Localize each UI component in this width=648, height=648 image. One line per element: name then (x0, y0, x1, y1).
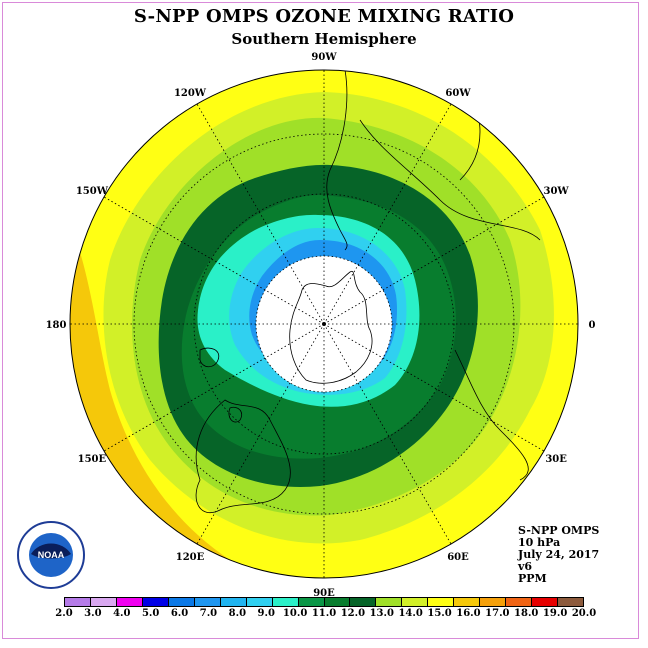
colorbar-swatch (428, 598, 455, 606)
colorbar-swatch (142, 598, 169, 606)
colorbar-tick-label: 4.0 (113, 608, 131, 619)
colorbar-swatch (116, 598, 143, 606)
map-title: S-NPP OMPS OZONE MIXING RATIO (133, 6, 515, 27)
colorbar-tick-label: 17.0 (485, 608, 510, 619)
colorbar-tick-label: 8.0 (228, 608, 247, 619)
colorbar-swatch (168, 598, 195, 606)
longitude-label: 0 (589, 320, 596, 331)
noaa-logo-text: NOAA (38, 550, 65, 560)
plot-frame (2, 2, 639, 639)
longitude-label: 90E (313, 588, 335, 599)
colorbar-swatch (324, 598, 351, 606)
colorbar-tick-label: 14.0 (398, 608, 423, 619)
longitude-label: 150E (78, 454, 107, 465)
colorbar-swatch (220, 598, 247, 606)
colorbar-swatch (272, 598, 299, 606)
info-instrument: S-NPP OMPS (518, 524, 600, 537)
info-level: 10 hPa (518, 536, 561, 549)
longitude-label: 120E (176, 552, 205, 563)
colorbar-tick-label: 15.0 (427, 608, 452, 619)
colorbar-swatch (558, 598, 584, 606)
south-pole-marker (322, 322, 326, 326)
latitude-circle (193, 193, 455, 455)
longitude-label: 120W (174, 88, 207, 99)
colorbar-swatch (480, 598, 507, 606)
info-units: PPM (518, 572, 547, 585)
colorbar-tick-label: 12.0 (340, 608, 366, 619)
colorbar-tick-label: 2.0 (55, 608, 73, 619)
map-subtitle: Southern Hemisphere (231, 30, 417, 48)
info-version: v6 (518, 560, 533, 573)
longitude-label: 30W (544, 186, 570, 197)
colorbar-swatch (376, 598, 403, 606)
colorbar-tick-label: 10.0 (282, 608, 308, 619)
info-panel: S-NPP OMPS 10 hPa July 24, 2017 v6 PPM (518, 525, 599, 585)
colorbar-swatch (532, 598, 559, 606)
colorbar-tick-label: 3.0 (84, 608, 102, 619)
graticule (70, 70, 578, 578)
colorbar-tick-label: 19.0 (542, 608, 568, 619)
colorbar-swatch (246, 598, 273, 606)
longitude-label: 30E (545, 454, 567, 465)
colorbar-swatch (194, 598, 221, 606)
longitude-label: 90W (311, 52, 337, 63)
latitude-circle (133, 133, 515, 515)
colorbar-tick-label: 18.0 (514, 608, 539, 619)
noaa-logo: NOAA (17, 521, 85, 589)
colorbar-swatch (350, 598, 377, 606)
coastlines (195, 70, 541, 513)
colorbar-swatch (454, 598, 481, 606)
longitude-label: 150W (76, 186, 109, 197)
colorbar-tick-label: 9.0 (257, 608, 275, 619)
colorbar-tick-label: 7.0 (199, 608, 218, 619)
colorbar-tick-label: 6.0 (170, 608, 189, 619)
colorbar-tick-label: 20.0 (571, 608, 597, 619)
info-date: July 24, 2017 (518, 548, 600, 561)
colorbar-tick-label: 13.0 (369, 608, 394, 619)
colorbar-tick-label: 5.0 (141, 608, 160, 619)
longitude-label: 60E (447, 552, 469, 563)
map-boundary (69, 69, 579, 579)
colorbar-swatch (402, 598, 429, 606)
longitude-label: 60W (445, 88, 471, 99)
colorbar-swatch (298, 598, 325, 606)
colorbar-tick-label: 11.0 (311, 608, 337, 619)
colorbar-swatch (90, 598, 117, 606)
colorbar-swatch (65, 598, 91, 606)
latitude-circle (255, 255, 393, 393)
colorbar-swatch (506, 598, 533, 606)
noaa-logo-bird (31, 543, 71, 559)
colorbar-tick-label: 16.0 (456, 608, 481, 619)
colorbar (64, 597, 584, 607)
colorbar-ticks: 2.0 3.0 4.0 5.0 6.0 7.0 8.0 9.0 10.0 11.0 12.0 13.0… (55, 608, 596, 622)
longitude-label: 180 (46, 320, 67, 331)
longitude-labels: 90W 60W 30W 0 30E 60E 90E 120E 150E 180 150W 120W (46, 52, 596, 599)
